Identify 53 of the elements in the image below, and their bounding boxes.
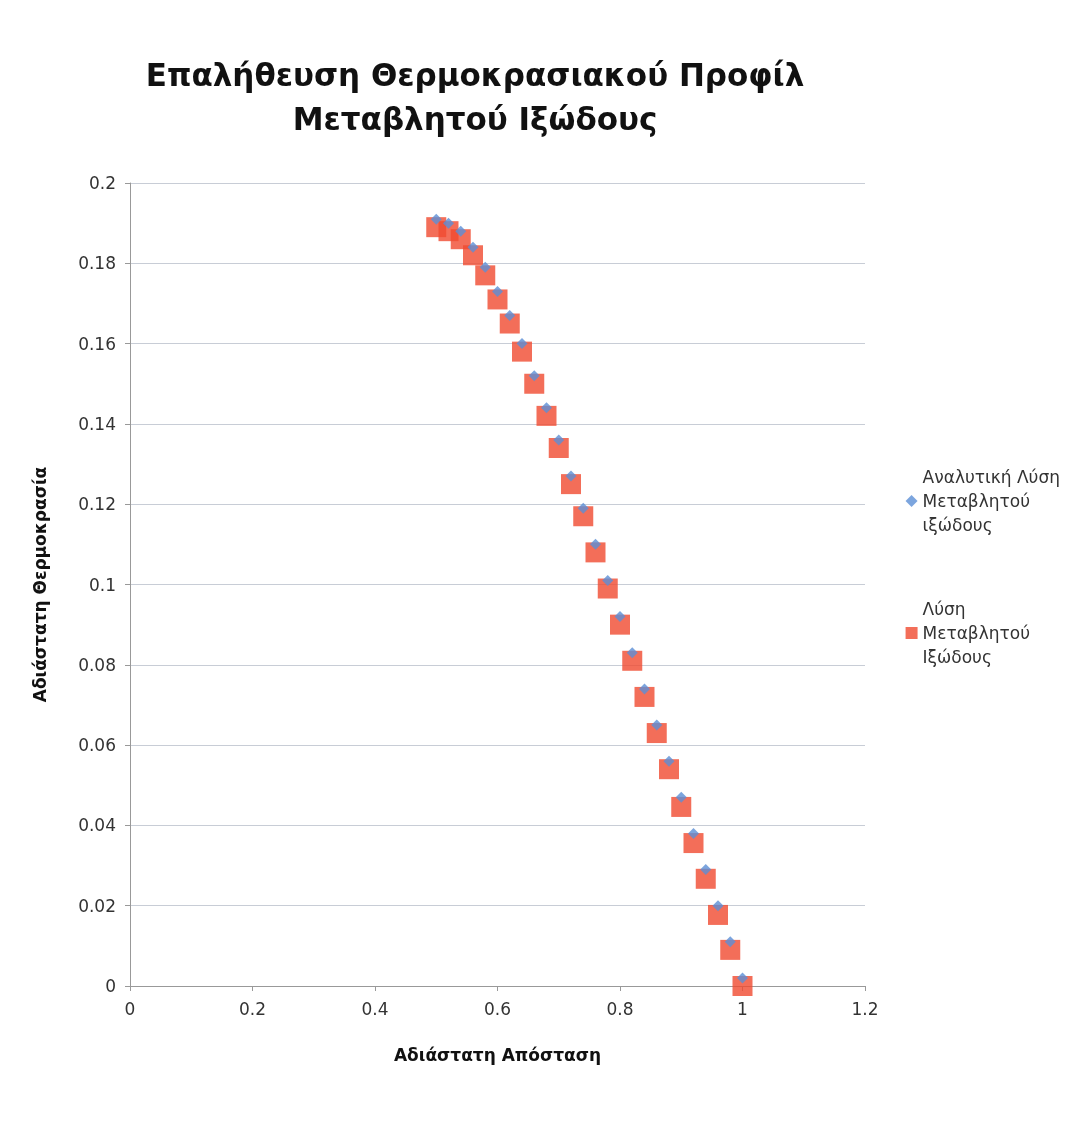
x-tick-label: 0.2 [238,998,267,1019]
y-axis-title: Αδιάστατη Θερμοκρασία [29,466,50,703]
point [565,470,577,482]
point [455,225,467,237]
x-tick-label: 0.4 [361,998,389,1019]
point [504,309,516,321]
point [614,611,626,623]
y-tick-label: 0.02 [78,895,116,916]
y-tick-label: 0.04 [78,815,116,836]
point [602,574,614,586]
point [695,868,716,889]
point [712,900,724,912]
legend-label: Λύση Μεταβλητού Ιξώδους [922,599,1031,667]
point [671,796,692,817]
point [467,241,479,253]
point [639,683,650,695]
point [430,213,442,225]
point [688,827,699,839]
point [516,338,528,350]
point [663,755,675,767]
point [700,864,712,876]
point [553,434,565,446]
y-tick-label: 0.1 [88,574,116,595]
point [541,402,552,414]
point [683,833,704,854]
legend-label: Αναλυτική Λύση Μεταβλητού ιξώδους [922,467,1061,535]
point [492,285,503,297]
point [443,217,454,229]
point [708,904,728,925]
point [479,261,491,273]
point [626,647,638,659]
x-tick-label: 0 [124,998,136,1019]
point [724,936,736,948]
point [528,370,540,382]
y-tick-label: 0 [105,976,116,996]
x-tick-label: 1 [737,998,748,1019]
y-tick-label: 0.18 [78,253,116,274]
x-tick-label: 1.2 [851,998,879,1019]
y-tick-label: 0.12 [78,494,116,515]
point [577,502,589,514]
y-tick-label: 0.08 [78,654,116,675]
point [675,791,687,803]
point [590,538,601,550]
y-tick-label: 0.14 [78,413,116,434]
point [737,972,748,984]
x-tick-label: 0.6 [483,998,512,1019]
y-tick-label: 0.16 [78,333,116,354]
point [651,719,663,731]
y-tick-label: 0.2 [88,173,116,193]
y-tick-label: 0.06 [78,735,116,756]
x-tick-label: 0.8 [606,998,634,1019]
chart-title: Επαλήθευση Θερμοκρασιακού Προφίλ Μεταβλητού Ιξώδους [145,57,805,137]
x-axis-title: Αδιάστατη Απόσταση [393,1044,602,1065]
